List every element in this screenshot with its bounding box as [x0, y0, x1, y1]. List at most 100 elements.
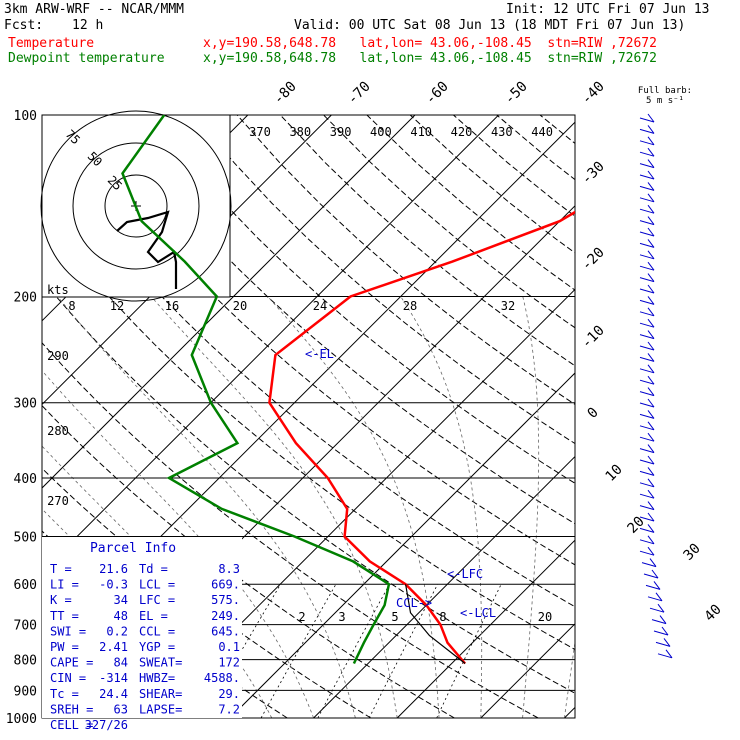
parcel-value: 0.2: [106, 624, 128, 638]
isotherm-label: 10: [603, 462, 626, 485]
dewpoint-profile: [121, 115, 391, 665]
wind-barb: [647, 596, 663, 602]
theta-label: 370: [249, 125, 271, 139]
hodograph-ring: [104, 174, 168, 238]
wind-barb: [639, 459, 655, 465]
theta-label: 440: [531, 125, 553, 139]
wind-barb: [651, 569, 659, 579]
wind-barb: [653, 630, 669, 636]
wind-barb: [647, 284, 655, 294]
parcel-value: 669.: [211, 578, 240, 592]
wind-barb: [639, 185, 655, 191]
wind-barb: [647, 524, 655, 533]
parcel-value: -0.3: [99, 578, 128, 592]
parcel-value: 7.2: [218, 702, 240, 716]
pressure-label: 400: [14, 472, 37, 487]
wind-barb: [647, 170, 655, 180]
wind-barb: [647, 467, 655, 476]
wind-barb: [639, 493, 655, 499]
mixing-ratio-line: [260, 583, 337, 719]
wind-barb: [647, 296, 655, 305]
hodograph-speed-label: 8: [68, 299, 75, 313]
wind-barb: [639, 539, 655, 545]
wind-barb: [639, 516, 655, 522]
temperature-location: x,y=190.58,648.78 lat,lon= 43.06,-108.45…: [203, 36, 657, 51]
wind-barb: [647, 353, 655, 362]
mixing-ratio-label: 5: [391, 610, 398, 624]
wind-barb: [639, 277, 655, 283]
pressure-label: 100: [14, 109, 37, 124]
ccl-marker: CCL->: [396, 596, 432, 610]
wind-barb: [639, 345, 655, 351]
forecast-label: Fcst:: [4, 18, 44, 33]
dry-adiabat: [42, 146, 575, 608]
dry-adiabat: [583, 115, 740, 718]
isotherm-line: [396, 539, 575, 719]
dry-adiabat: [496, 115, 575, 181]
wind-barb: [647, 455, 655, 465]
wind-barb: [639, 288, 655, 294]
theta-label: 430: [491, 125, 513, 139]
pressure-label: 300: [14, 397, 37, 412]
wind-barb: [647, 227, 655, 237]
wind-barb: [639, 402, 655, 408]
isotherm-label: -10: [579, 323, 608, 352]
wind-barb: [647, 182, 655, 191]
parcel-value: 575.: [211, 593, 240, 607]
wind-barb: [661, 626, 669, 636]
pressure-label: 200: [14, 291, 37, 306]
isotherm-label: 30: [681, 541, 704, 564]
wind-barb: [641, 562, 657, 568]
init-time: Init: 12 UTC Fri 07 Jun 13: [506, 2, 710, 17]
theta-label: 270: [47, 494, 69, 508]
parcel-key: SHEAR=: [139, 687, 182, 701]
wind-barb: [639, 550, 655, 556]
wind-barb: [639, 425, 655, 431]
wind-barb: [657, 603, 665, 613]
parcel-key: TT =: [50, 609, 79, 623]
dry-adiabat: [279, 115, 575, 367]
dry-adiabat: [193, 115, 575, 445]
dry-adiabat: [42, 213, 575, 651]
wind-barb: [639, 413, 655, 419]
isotherm-label: -70: [345, 79, 374, 108]
parcel-value: 29.: [218, 687, 240, 701]
wind-barb: [647, 375, 655, 385]
wind-legend: 5 m s⁻¹: [646, 96, 684, 106]
parcel-value: 21.6: [99, 562, 128, 576]
parcel-value: 24.4: [99, 687, 128, 701]
parcel-path: [405, 584, 466, 664]
parcel-value: -314: [99, 671, 128, 685]
moist-adiabat: [564, 639, 575, 719]
wind-barb: [647, 387, 655, 396]
wind-barb: [649, 607, 665, 613]
isotherm-label: -60: [423, 79, 452, 108]
isotherm-label: -40: [579, 79, 608, 108]
wind-barb: [657, 653, 673, 659]
wind-barb: [655, 592, 663, 602]
wind-barb: [647, 489, 655, 499]
wind-barb: [639, 151, 655, 157]
wind-barb: [639, 356, 655, 362]
isotherm-line: [42, 115, 416, 489]
forecast-hour: 12 h: [72, 18, 104, 33]
isotherm-label: -80: [271, 79, 300, 108]
wind-barb: [639, 265, 655, 271]
wind-barb: [639, 482, 655, 488]
parcel-value: 2.41: [99, 640, 128, 654]
isotherm-label: 0: [585, 405, 602, 422]
wind-barb: [639, 379, 655, 385]
el-marker: <-EL: [305, 347, 334, 361]
parcel-value: 327/26: [85, 718, 128, 732]
wind-barb: [647, 307, 655, 317]
wind-barb: [647, 512, 655, 522]
mixing-ratio-label: 3: [338, 610, 345, 624]
hodograph-speed-label: 24: [313, 299, 327, 313]
moist-adiabat: [150, 296, 398, 719]
parcel-key: CCL =: [139, 624, 175, 638]
wind-barb: [647, 478, 655, 488]
hodograph-units: kts: [47, 283, 69, 297]
wind-barb: [643, 573, 659, 579]
mixing-ratio-line: [436, 584, 502, 719]
